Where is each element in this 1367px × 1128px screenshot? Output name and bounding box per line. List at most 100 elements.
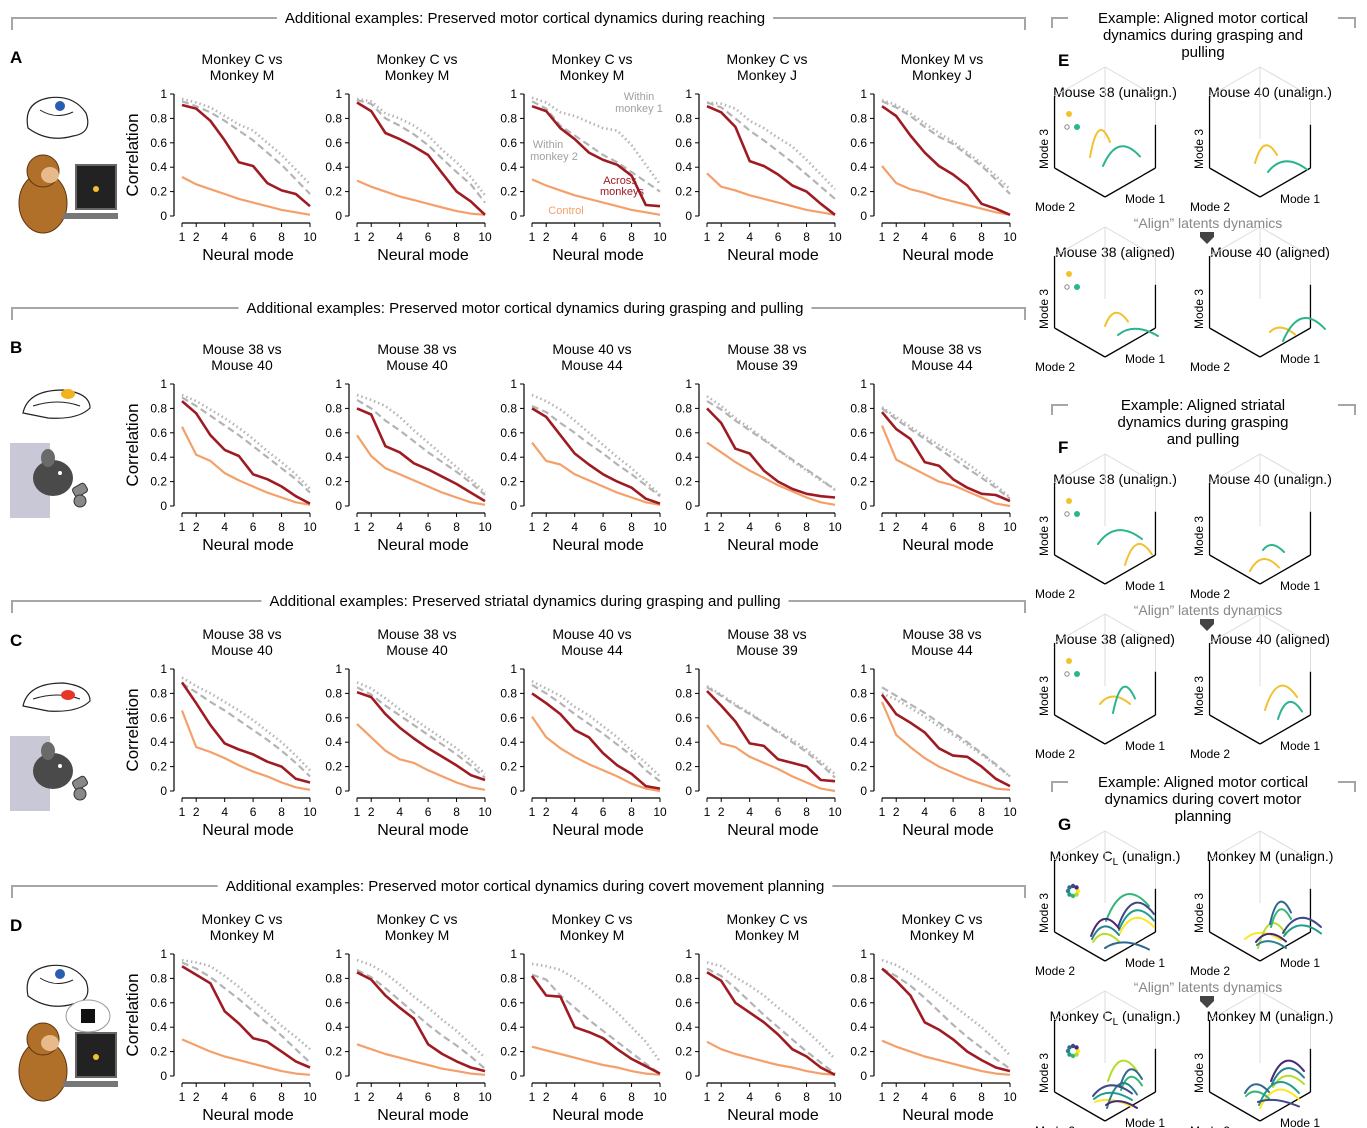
latent-trajectory [1271,1067,1305,1085]
y-axis-label: Correlation [123,688,142,771]
x-tick-label: 2 [193,230,200,244]
section-bracket [1051,17,1068,28]
mode-2-label: Mode 2 [1035,964,1075,978]
latent-trajectory [1097,529,1143,545]
y-tick-label: 0.6 [850,711,867,725]
y-tick-label: 0.4 [150,160,167,174]
x-tick-label: 1 [529,520,536,534]
x-axis-label: Neural mode [902,1107,994,1124]
condition-dot [1066,658,1072,664]
box-edge [1209,167,1261,198]
series-within-monkey-1 [181,393,311,490]
x-tick-label: 1 [879,520,886,534]
y-tick-label: 1 [160,662,167,676]
panel-title: Monkey C vs [552,911,633,927]
x-tick-label: 2 [893,805,900,819]
mouse-ear-icon [41,742,55,760]
y-tick-label: 0.8 [500,971,517,985]
x-tick-label: 1 [179,805,186,819]
latent-trajectory [1092,932,1120,943]
brain-icon [26,964,89,1007]
series-within-monkey-1 [531,680,661,778]
y-tick-label: 0.8 [325,686,342,700]
x-axis-label: Neural mode [552,537,644,554]
condition-dot [1074,1052,1079,1057]
panel-title: Mouse 44 [561,357,623,373]
x-tick-label: 10 [303,520,317,534]
trajectory-label: Mouse 40 (aligned) [1210,244,1330,260]
x-axis-label: Neural mode [727,822,819,839]
y-tick-label: 1 [860,377,867,391]
x-tick-label: 8 [453,1090,460,1104]
x-tick-label: 10 [303,230,317,244]
x-tick-label: 1 [879,805,886,819]
y-tick-label: 1 [860,947,867,961]
series-within-monkey-1 [706,101,836,191]
series-within-monkey-1 [531,393,661,496]
legend-across: Across [603,175,637,187]
box-edge [1104,830,1156,861]
x-tick-label: 1 [704,1090,711,1104]
y-axis-label: Correlation [123,973,142,1056]
trajectory-label: Mouse 38 (aligned) [1055,244,1175,260]
x-tick-label: 4 [221,230,228,244]
x-axis-label: Neural mode [727,537,819,554]
panel-title: Mouse 38 vs [202,341,281,357]
brain-icon [22,682,91,712]
box-edge [1209,66,1261,97]
x-tick-label: 2 [543,1090,550,1104]
lever-knob-icon [73,787,87,801]
panel-letter: G [1058,815,1071,834]
box-edge [1104,554,1156,585]
y-tick-label: 0 [335,499,342,513]
panel-title: Monkey C vs [202,911,283,927]
panel-title: Mouse 40 vs [552,626,631,642]
panel-title: Mouse 44 [911,642,973,658]
y-tick-label: 0.8 [150,111,167,125]
x-tick-label: 2 [368,520,375,534]
y-tick-label: 0.8 [500,686,517,700]
x-tick-label: 10 [1003,230,1017,244]
series-within-monkey-2 [531,404,661,498]
y-tick-label: 0.2 [675,1045,692,1059]
mouse-ear-icon [41,449,55,467]
condition-dot [1066,111,1072,117]
x-axis-label: Neural mode [377,822,469,839]
x-tick-label: 6 [775,230,782,244]
y-tick-label: 0.6 [325,136,342,150]
latent-trajectory [1105,1100,1138,1109]
y-tick-label: 0.8 [150,686,167,700]
panel-title: Monkey M [210,927,275,943]
box-edge [1209,931,1261,962]
trajectory-plot: Mode 1 Mode 2 Mode 3 [1190,453,1320,601]
trajectory-plot: Mode 1 Mode 2 Mode 3 [1190,66,1320,214]
trajectory-label: Mouse 40 (aligned) [1210,631,1330,647]
series-across-monkeys [181,400,311,505]
panel-title: Mouse 40 [211,357,273,373]
latent-trajectory [1282,917,1322,934]
side-title: Example: Aligned striatal [1121,397,1285,414]
monkey-reaching-icon [18,96,118,234]
series-within-monkey-1 [881,98,1011,191]
trajectory-plot: Mode 1 Mode 2 Mode 3 [1035,990,1165,1128]
y-tick-label: 0.4 [850,450,867,464]
y-tick-label: 0 [510,784,517,798]
y-tick-label: 0 [160,1069,167,1083]
x-tick-label: 10 [653,1090,667,1104]
panel-title: Monkey M [560,927,625,943]
trajectory-plot: Mode 1 Mode 2 Mode 3 [1035,66,1165,214]
y-tick-label: 0.6 [500,426,517,440]
series-across-monkeys [531,104,661,208]
side-title: Example: Aligned motor cortical [1098,10,1308,27]
y-tick-label: 0 [160,499,167,513]
x-tick-label: 6 [600,230,607,244]
section-bracket [1338,404,1356,415]
x-axis-label: Neural mode [202,1107,294,1124]
x-tick-label: 10 [478,520,492,534]
series-within-monkey-1 [531,962,662,1063]
lever-icon [72,482,88,498]
x-tick-label: 4 [571,805,578,819]
